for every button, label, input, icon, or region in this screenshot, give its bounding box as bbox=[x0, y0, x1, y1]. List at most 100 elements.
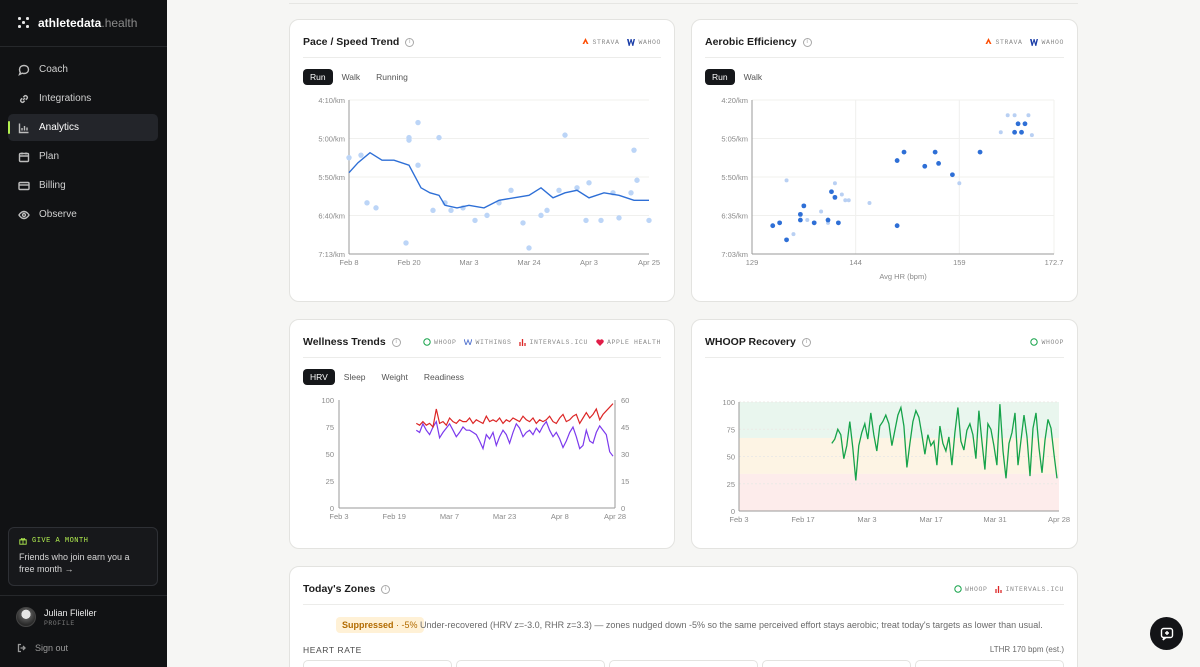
data-point bbox=[950, 172, 955, 178]
tab-weight[interactable]: Weight bbox=[381, 372, 408, 382]
info-icon[interactable]: i bbox=[391, 337, 401, 347]
sidebar-item-billing[interactable]: Billing bbox=[8, 172, 158, 199]
info-icon[interactable]: i bbox=[802, 37, 812, 47]
chat-bubble-icon bbox=[18, 64, 30, 76]
divider bbox=[0, 46, 167, 47]
info-icon[interactable]: i bbox=[381, 584, 391, 594]
data-point bbox=[839, 192, 844, 197]
calendar-icon bbox=[18, 152, 30, 162]
x-tick-label: Feb 3 bbox=[329, 512, 348, 521]
y-tick-label: 15 bbox=[621, 477, 629, 486]
logo-icon bbox=[18, 17, 30, 29]
chat-fab-button[interactable] bbox=[1150, 617, 1183, 650]
intervals-icon bbox=[995, 585, 1003, 593]
divider bbox=[303, 604, 1064, 605]
data-point bbox=[894, 223, 900, 229]
sidebar-item-label: Coach bbox=[39, 64, 68, 75]
data-point bbox=[556, 187, 562, 193]
tab-run[interactable]: Run bbox=[705, 69, 735, 85]
x-tick-label: Mar 7 bbox=[440, 512, 459, 521]
info-icon[interactable]: i bbox=[801, 337, 811, 347]
tab-hrv[interactable]: HRV bbox=[303, 369, 335, 385]
data-point bbox=[1026, 113, 1031, 118]
heart-icon bbox=[596, 338, 604, 346]
data-point bbox=[894, 158, 900, 163]
sidebar: athletedata.health Coach Integrations An… bbox=[0, 0, 167, 667]
sidebar-item-analytics[interactable]: Analytics bbox=[8, 114, 158, 141]
data-point bbox=[998, 130, 1003, 135]
y-tick-label: 4:20/km bbox=[721, 96, 748, 105]
source-list: WHOOP bbox=[1030, 338, 1064, 346]
data-point bbox=[819, 209, 824, 214]
data-point bbox=[1029, 133, 1034, 138]
data-point bbox=[364, 200, 370, 206]
data-point bbox=[805, 218, 810, 223]
x-tick-label: Mar 31 bbox=[983, 515, 1006, 524]
brand[interactable]: athletedata.health bbox=[18, 16, 137, 30]
eye-icon bbox=[18, 210, 30, 219]
top-card-edge bbox=[289, 0, 1078, 4]
sidebar-item-plan[interactable]: Plan bbox=[8, 143, 158, 170]
sidebar-item-observe[interactable]: Observe bbox=[8, 201, 158, 228]
tab-walk[interactable]: Walk bbox=[743, 72, 763, 82]
withings-icon bbox=[464, 339, 473, 345]
y-tick-label: 6:35/km bbox=[721, 212, 748, 221]
data-point bbox=[846, 198, 851, 203]
sidebar-item-label: Observe bbox=[39, 209, 77, 220]
data-point bbox=[634, 177, 640, 183]
tab-run[interactable]: Run bbox=[303, 69, 333, 85]
referral-promo[interactable]: GIVE A MONTH Friends who join earn you a… bbox=[8, 527, 158, 586]
zone-box bbox=[303, 660, 452, 667]
x-axis-label: Avg HR (bpm) bbox=[879, 272, 927, 281]
credit-card-icon bbox=[18, 181, 30, 190]
tab-sleep[interactable]: Sleep bbox=[343, 372, 366, 382]
data-point bbox=[1015, 121, 1021, 127]
wahoo-icon bbox=[627, 38, 636, 46]
link-icon bbox=[20, 94, 28, 103]
data-point bbox=[835, 220, 841, 226]
data-point bbox=[784, 237, 789, 243]
user-profile[interactable]: Julian Flieller PROFILE bbox=[16, 607, 97, 627]
data-point bbox=[436, 134, 442, 141]
y-tick-label: 25 bbox=[727, 480, 735, 489]
source-label: STRAVA bbox=[995, 38, 1023, 46]
aerobic-efficiency-card: Aerobic Efficiency i STRAVA WAHOO Run Wal… bbox=[691, 19, 1078, 302]
promo-text: Friends who join earn you a free month → bbox=[19, 552, 130, 574]
promo-heading: GIVE A MONTH bbox=[32, 537, 89, 545]
recovery-zone-band bbox=[739, 402, 1059, 438]
heart-rate-label: HEART RATE bbox=[303, 645, 362, 655]
sidebar-item-integrations[interactable]: Integrations bbox=[8, 85, 158, 112]
divider bbox=[705, 357, 1064, 358]
tab-readiness[interactable]: Readiness bbox=[423, 372, 465, 382]
source-label: WAHOO bbox=[638, 38, 661, 46]
sidebar-item-coach[interactable]: Coach bbox=[8, 56, 158, 83]
data-point bbox=[538, 212, 544, 219]
intervals-icon bbox=[519, 338, 527, 346]
tab-walk[interactable]: Walk bbox=[341, 72, 361, 82]
series-line-hrv bbox=[415, 419, 614, 457]
data-point bbox=[832, 194, 838, 200]
y-tick-label: 7:13/km bbox=[318, 250, 345, 259]
data-point bbox=[403, 240, 409, 246]
data-point bbox=[544, 207, 550, 214]
sign-out-button[interactable]: Sign out bbox=[17, 643, 68, 653]
y-tick-label: 7:03/km bbox=[721, 250, 748, 259]
x-tick-label: Mar 17 bbox=[919, 515, 942, 524]
y-tick-label: 50 bbox=[727, 453, 735, 462]
info-icon[interactable]: i bbox=[405, 37, 415, 47]
strava-icon bbox=[985, 38, 992, 44]
activity-tabs: Run Walk bbox=[705, 69, 769, 85]
whoop-icon bbox=[423, 338, 431, 346]
x-tick-label: 144 bbox=[849, 258, 862, 267]
data-point bbox=[797, 211, 803, 217]
tab-running[interactable]: Running bbox=[376, 72, 408, 82]
data-point bbox=[430, 207, 436, 214]
y-tick-label: 5:50/km bbox=[318, 173, 345, 182]
source-label: WHOOP bbox=[1041, 338, 1064, 346]
divider bbox=[0, 595, 167, 596]
data-point bbox=[415, 119, 421, 126]
y-tick-label: 100 bbox=[321, 396, 334, 405]
source-label: STRAVA bbox=[592, 38, 620, 46]
